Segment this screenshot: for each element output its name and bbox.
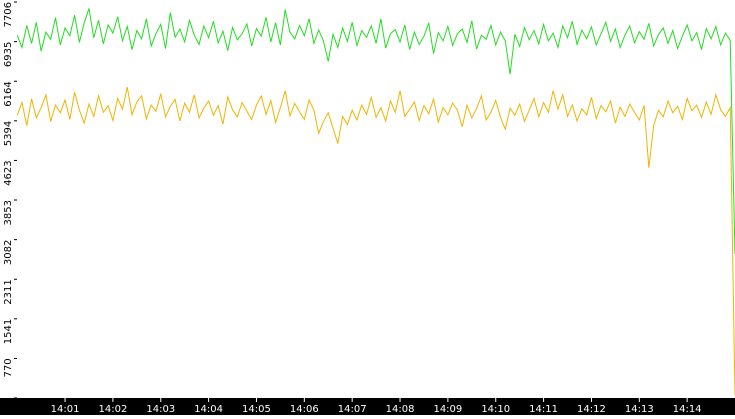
- x-tick-label: 14:02: [98, 404, 127, 415]
- y-tick-label: 6164: [3, 81, 14, 106]
- y-tick-label: 770: [3, 358, 14, 377]
- x-tick-label: 14:06: [290, 404, 319, 415]
- y-tick-label: 5394: [3, 121, 14, 146]
- x-tick-label: 14:07: [338, 404, 367, 415]
- x-tick-label: 14:05: [242, 404, 271, 415]
- x-tick-label: 14:01: [51, 404, 80, 415]
- y-tick-label: 1541: [3, 319, 14, 344]
- series-line: [16, 86, 735, 395]
- x-axis-bar: [0, 398, 735, 415]
- x-tick-label: 14:12: [577, 404, 606, 415]
- x-tick-label: 14:04: [194, 404, 223, 415]
- y-tick-label: 3082: [3, 240, 14, 265]
- series-line: [16, 8, 735, 255]
- y-tick-label: 2311: [3, 279, 14, 304]
- x-tick-label: 14:14: [673, 404, 702, 415]
- y-tick-label: 6935: [3, 42, 14, 67]
- x-tick-label: 14:10: [481, 404, 510, 415]
- x-tick-label: 14:08: [386, 404, 415, 415]
- y-tick-label: 3853: [3, 200, 14, 225]
- x-tick-label: 14:03: [146, 404, 175, 415]
- x-tick-label: 14:13: [625, 404, 654, 415]
- y-tick-label: 0: [3, 398, 14, 404]
- y-tick-label: 4623: [3, 160, 14, 185]
- y-tick-label: 7706: [3, 2, 14, 27]
- x-tick-label: 14:11: [529, 404, 558, 415]
- x-tick-label: 14:09: [433, 404, 462, 415]
